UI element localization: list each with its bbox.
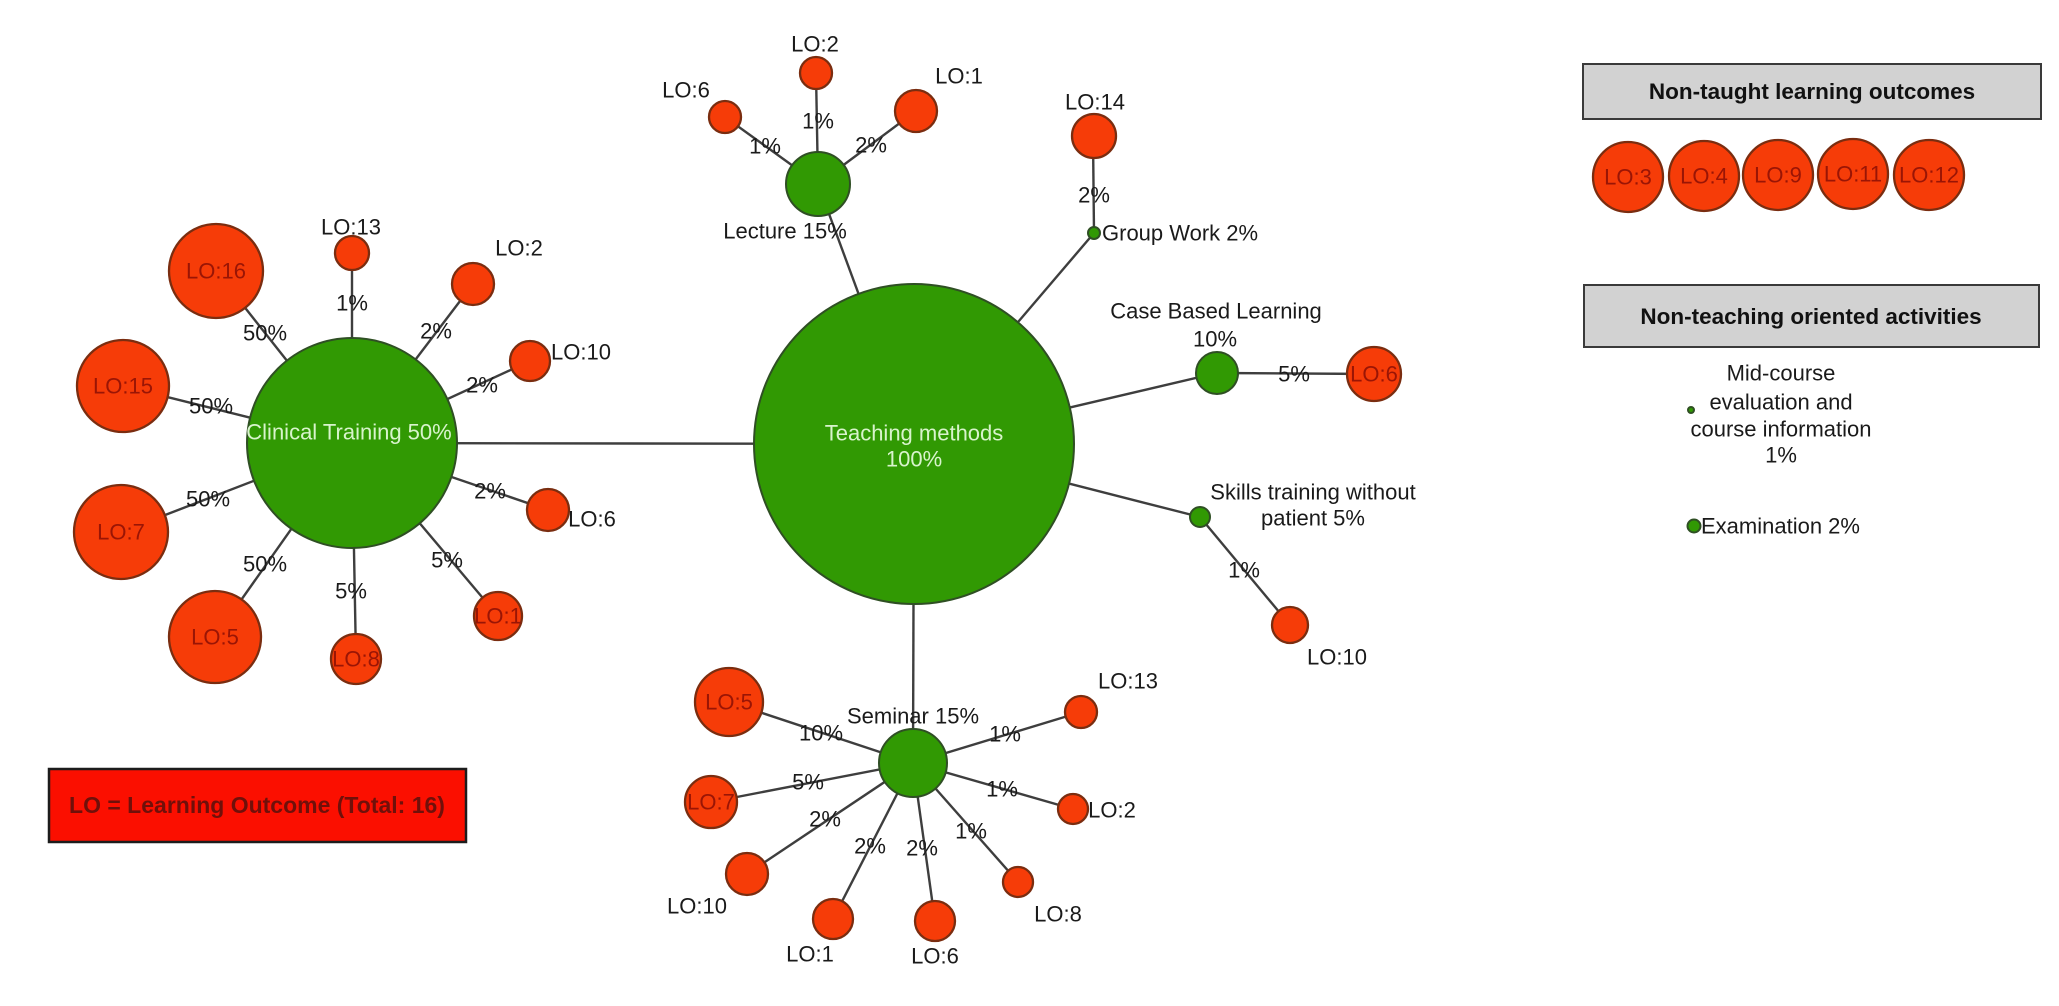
svg-text:LO:13: LO:13 [321,215,381,240]
svg-text:2%: 2% [809,807,841,832]
svg-text:5%: 5% [1278,362,1310,387]
svg-text:LO:13: LO:13 [1098,669,1158,694]
svg-text:1%: 1% [749,134,781,159]
svg-text:patient 5%: patient 5% [1261,506,1365,531]
svg-text:5%: 5% [792,770,824,795]
svg-text:LO:10: LO:10 [1307,645,1367,670]
svg-text:10%: 10% [1193,327,1237,352]
svg-text:LO:4: LO:4 [1680,164,1728,189]
svg-text:1%: 1% [1765,443,1797,468]
svg-text:LO:2: LO:2 [791,32,839,57]
svg-text:LO:6: LO:6 [568,507,616,532]
svg-text:1%: 1% [336,291,368,316]
svg-text:LO:1: LO:1 [935,64,983,89]
svg-text:LO:16: LO:16 [186,259,246,284]
svg-text:LO:10: LO:10 [551,340,611,365]
svg-text:2%: 2% [854,834,886,859]
svg-text:LO:12: LO:12 [1899,163,1959,188]
svg-text:LO:1: LO:1 [474,604,522,629]
svg-text:LO:6: LO:6 [1350,362,1398,387]
svg-text:Lecture 15%: Lecture 15% [723,219,847,244]
svg-text:Skills training without: Skills training without [1210,480,1415,505]
svg-text:1%: 1% [986,777,1018,802]
svg-text:2%: 2% [1078,183,1110,208]
svg-text:Mid-course: Mid-course [1727,361,1836,386]
svg-text:Group Work 2%: Group Work 2% [1102,221,1258,246]
svg-text:Non-teaching oriented activiti: Non-teaching oriented activities [1640,304,1981,329]
svg-text:50%: 50% [186,487,230,512]
svg-text:Seminar 15%: Seminar 15% [847,704,979,729]
svg-text:LO:10: LO:10 [667,894,727,919]
svg-text:LO:7: LO:7 [97,520,145,545]
svg-text:LO:1: LO:1 [786,942,834,967]
svg-text:LO = Learning Outcome (Total:: LO = Learning Outcome (Total: 16) [69,792,445,818]
svg-text:Teaching methods: Teaching methods [825,421,1004,446]
svg-text:1%: 1% [802,109,834,134]
svg-text:LO:2: LO:2 [1088,798,1136,823]
svg-text:Examination 2%: Examination 2% [1701,514,1860,539]
svg-text:1%: 1% [1228,558,1260,583]
svg-text:Non-taught learning outcomes: Non-taught learning outcomes [1649,79,1975,104]
svg-text:LO:6: LO:6 [662,78,710,103]
svg-text:LO:2: LO:2 [495,236,543,261]
svg-text:5%: 5% [431,548,463,573]
svg-text:50%: 50% [243,552,287,577]
svg-text:2%: 2% [855,133,887,158]
svg-text:2%: 2% [420,319,452,344]
svg-text:50%: 50% [243,321,287,346]
svg-text:LO:6: LO:6 [911,944,959,969]
svg-text:2%: 2% [474,479,506,504]
svg-text:LO:14: LO:14 [1065,90,1125,115]
svg-text:2%: 2% [906,836,938,861]
svg-text:1%: 1% [955,819,987,844]
svg-text:10%: 10% [799,721,843,746]
svg-text:LO:5: LO:5 [191,625,239,650]
svg-text:5%: 5% [335,579,367,604]
svg-text:Clinical Training 50%: Clinical Training 50% [246,420,451,445]
svg-text:LO:11: LO:11 [1824,162,1882,187]
svg-text:LO:8: LO:8 [1034,902,1082,927]
svg-text:evaluation and: evaluation and [1709,390,1852,415]
svg-text:LO:7: LO:7 [687,790,735,815]
svg-text:50%: 50% [189,394,233,419]
svg-text:100%: 100% [886,447,942,472]
svg-text:course information: course information [1691,417,1872,442]
svg-text:2%: 2% [466,373,498,398]
svg-text:LO:5: LO:5 [705,690,753,715]
svg-text:LO:3: LO:3 [1604,165,1652,190]
svg-text:LO:9: LO:9 [1754,163,1802,188]
svg-text:LO:15: LO:15 [93,374,153,399]
svg-text:1%: 1% [989,722,1021,747]
svg-text:LO:8: LO:8 [332,647,380,672]
svg-text:Case Based Learning: Case Based Learning [1110,299,1322,324]
